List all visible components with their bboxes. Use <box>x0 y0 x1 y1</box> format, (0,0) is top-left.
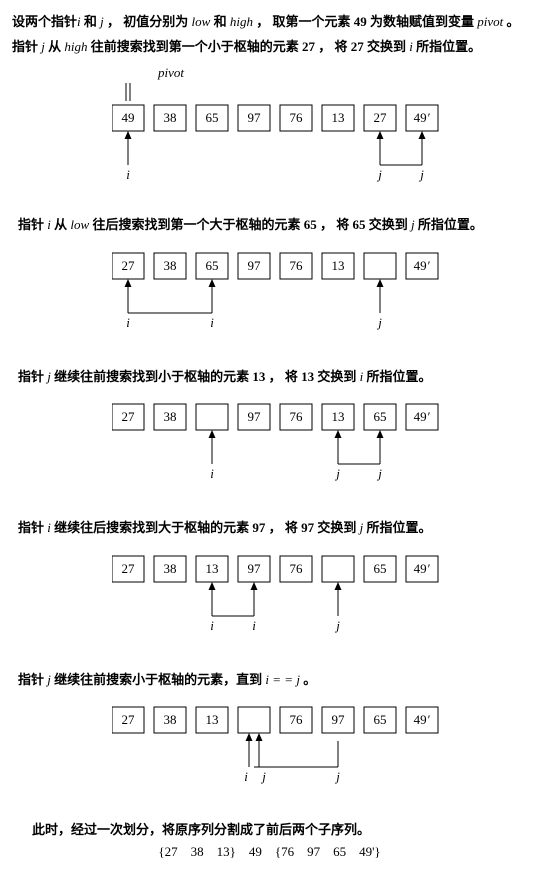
svg-text:27: 27 <box>122 409 136 424</box>
svg-text:76: 76 <box>290 561 304 576</box>
diagram-1: pivot 49 38 65 97 76 13 27 49′ i j j <box>112 65 472 185</box>
svg-text:38: 38 <box>164 258 177 273</box>
svg-text:49′: 49′ <box>414 409 431 424</box>
svg-text:j: j <box>334 618 340 633</box>
svg-text:38: 38 <box>164 409 177 424</box>
step-4: 指针 i 继续往后搜索找到大于枢轴的元素 97 ， 将 97 交换到 j 所指位… <box>12 516 527 639</box>
svg-text:76: 76 <box>290 409 304 424</box>
svg-text:27: 27 <box>374 110 388 125</box>
svg-text:27: 27 <box>122 561 136 576</box>
svg-text:49: 49 <box>122 110 135 125</box>
svg-text:j: j <box>376 315 382 330</box>
svg-text:65: 65 <box>374 409 387 424</box>
svg-text:27: 27 <box>122 258 136 273</box>
svg-text:i: i <box>126 315 130 330</box>
svg-text:97: 97 <box>248 110 262 125</box>
svg-text:j: j <box>334 466 340 481</box>
svg-text:pivot: pivot <box>157 65 184 80</box>
svg-text:i: i <box>252 618 256 633</box>
step-2: 指针 i 从 low 往后搜索找到第一个大于枢轴的元素 65 ， 将 65 交换… <box>12 213 527 336</box>
svg-text:65: 65 <box>374 561 387 576</box>
svg-text:97: 97 <box>332 712 346 727</box>
svg-text:65: 65 <box>206 110 219 125</box>
svg-text:49′: 49′ <box>414 110 431 125</box>
svg-text:j: j <box>376 167 382 182</box>
svg-text:49′: 49′ <box>414 258 431 273</box>
svg-text:49′: 49′ <box>414 712 431 727</box>
svg-text:76: 76 <box>290 110 304 125</box>
diagram-3: 27 38 97 76 13 65 49′ i j j <box>112 398 472 488</box>
svg-text:97: 97 <box>248 561 262 576</box>
svg-text:i: i <box>210 618 214 633</box>
svg-text:76: 76 <box>290 712 304 727</box>
result-text: 此时，经过一次划分，将原序列分割成了前后两个子序列。 <box>32 819 527 838</box>
svg-text:65: 65 <box>206 258 219 273</box>
diagram-4: 27 38 13 97 76 65 49′ i i j <box>112 550 472 640</box>
step-5: 指针 j 继续往前搜索小于枢轴的元素，直到 i = = j 。 27381376… <box>12 668 527 791</box>
svg-text:i: i <box>210 315 214 330</box>
svg-text:13: 13 <box>332 409 345 424</box>
svg-text:76: 76 <box>290 258 304 273</box>
result-sequence: {27 38 13} 49 {76 97 65 49'} <box>12 844 527 860</box>
svg-text:38: 38 <box>164 561 177 576</box>
svg-text:j: j <box>418 167 424 182</box>
diagram-5: 27381376976549′ijj <box>112 701 472 791</box>
svg-text:13: 13 <box>206 712 219 727</box>
svg-text:38: 38 <box>164 110 177 125</box>
svg-text:13: 13 <box>332 258 345 273</box>
svg-text:j: j <box>376 466 382 481</box>
svg-text:65: 65 <box>374 712 387 727</box>
intro-text: 设两个指针i 和 j ， 初值分别为 low 和 high ， 取第一个元素 4… <box>12 10 527 59</box>
svg-text:97: 97 <box>248 258 262 273</box>
svg-text:13: 13 <box>332 110 345 125</box>
svg-text:49′: 49′ <box>414 561 431 576</box>
svg-text:i: i <box>126 167 130 182</box>
svg-text:13: 13 <box>206 561 219 576</box>
step-3: 指针 j 继续往前搜索找到小于枢轴的元素 13 ， 将 13 交换到 i 所指位… <box>12 365 527 488</box>
svg-text:27: 27 <box>122 712 136 727</box>
svg-text:38: 38 <box>164 712 177 727</box>
step-1: pivot 49 38 65 97 76 13 27 49′ i j j <box>12 65 527 185</box>
svg-text:97: 97 <box>248 409 262 424</box>
diagram-2: 27 38 65 97 76 13 49′ i i j <box>112 247 472 337</box>
svg-text:i: i <box>210 466 214 481</box>
